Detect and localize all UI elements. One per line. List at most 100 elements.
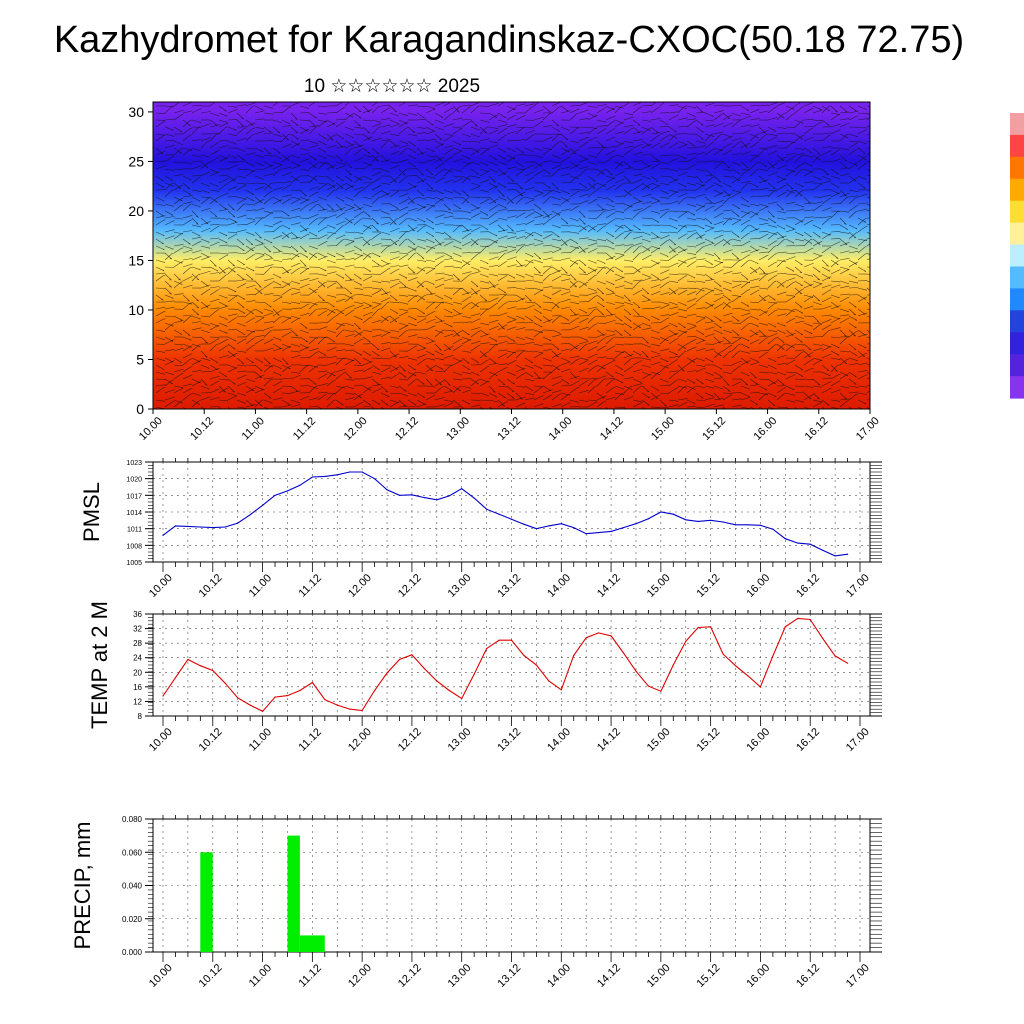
wind-barb-flag [801, 189, 804, 192]
wind-barb [551, 210, 561, 216]
wind-barb-flag [765, 147, 768, 149]
wind-barb [749, 182, 759, 188]
wind-barb [866, 181, 870, 184]
wind-barb-flag [251, 124, 254, 126]
wind-barb [803, 296, 812, 303]
wind-barb [749, 315, 759, 320]
wind-barb [479, 189, 489, 193]
wind-barb [686, 291, 696, 296]
wind-barb [866, 266, 870, 268]
wind-barb [299, 147, 309, 151]
wind-barb [650, 200, 660, 205]
wind-barb [200, 256, 210, 261]
wind-barb [695, 119, 704, 126]
wind-barb [479, 210, 489, 216]
wind-barb [290, 112, 298, 120]
wind-barb-flag [793, 169, 796, 171]
wind-barb [641, 247, 650, 254]
wind-barb-flag [422, 117, 425, 119]
wind-barb-flag [583, 251, 586, 253]
wind-barb [776, 313, 786, 317]
wind-barb-flag [782, 117, 785, 119]
wind-barb [362, 266, 371, 272]
wind-barb [479, 266, 489, 270]
wind-barb [299, 278, 309, 282]
wind-barb [722, 249, 732, 254]
wind-barb-flag [214, 215, 218, 217]
wind-barb [209, 197, 217, 205]
wind-barb [299, 252, 309, 258]
wind-barb [317, 266, 327, 272]
wind-barb-flag [675, 133, 678, 135]
wind-barb [407, 175, 418, 177]
wind-barb [812, 205, 821, 212]
wind-barb-flag [699, 237, 703, 239]
wind-barb [515, 192, 525, 198]
wind-barb-flag [712, 141, 715, 143]
wind-barb [470, 168, 479, 175]
wind-barb-flag [421, 180, 425, 182]
wind-barb [542, 137, 552, 142]
wind-barb [857, 147, 866, 154]
wind-barb [326, 175, 335, 183]
wind-barb [461, 161, 471, 165]
wind-barb [218, 174, 228, 177]
wind-barb [326, 224, 336, 229]
wind-barb-flag [280, 225, 282, 227]
wind-barb-flag [775, 232, 777, 234]
wind-barb [776, 282, 785, 289]
wind-barb [767, 150, 777, 156]
wind-barb [542, 113, 550, 121]
wind-barb [155, 238, 164, 245]
wind-barb-flag [271, 212, 274, 214]
wind-barb [452, 189, 461, 195]
wind-barb [434, 238, 442, 246]
wind-barb [839, 123, 849, 128]
wind-barb-flag [451, 148, 454, 150]
wind-barb [650, 154, 659, 161]
wind-barb [182, 175, 192, 181]
wind-barb [821, 207, 831, 212]
wind-barb-flag [800, 264, 803, 266]
wind-barb [677, 197, 686, 205]
wind-barb [830, 175, 840, 180]
wind-barb-flag [630, 231, 633, 233]
wind-barb [353, 273, 362, 280]
wind-barb [704, 142, 713, 149]
wind-barb [416, 280, 424, 288]
wind-barb [560, 126, 570, 131]
wind-barb [344, 238, 354, 242]
wind-barb-flag [827, 124, 830, 126]
wind-barb-flag [189, 203, 192, 206]
wind-barb [704, 252, 714, 256]
wind-barb-flag [593, 180, 596, 182]
wind-barb [443, 215, 453, 219]
wind-barb-flag [324, 217, 327, 220]
wind-barb [587, 275, 596, 282]
wind-barb [299, 199, 309, 205]
wind-barb [524, 106, 532, 114]
wind-barb [605, 256, 615, 261]
wind-barb-flag [307, 268, 310, 270]
wind-barb [344, 250, 354, 254]
wind-barb [695, 307, 705, 310]
wind-barb [533, 243, 543, 247]
wind-barb [767, 133, 777, 136]
wind-barb-flag [163, 274, 166, 276]
wind-barb-flag [773, 299, 776, 301]
wind-barb-flag [378, 196, 381, 199]
wind-barb [578, 237, 588, 240]
wind-barb [722, 217, 732, 220]
wind-barb [803, 161, 813, 167]
wind-barb [857, 154, 866, 160]
wind-barb [416, 259, 426, 262]
wind-barb [587, 259, 597, 264]
wind-barb [821, 135, 830, 142]
wind-barb [407, 266, 415, 274]
wind-barb [524, 220, 534, 226]
wind-barb-flag [549, 196, 552, 198]
wind-barb [272, 280, 282, 286]
wind-barb-flag [225, 274, 228, 276]
wind-barb-flag [775, 275, 778, 277]
wind-barb [740, 254, 749, 261]
